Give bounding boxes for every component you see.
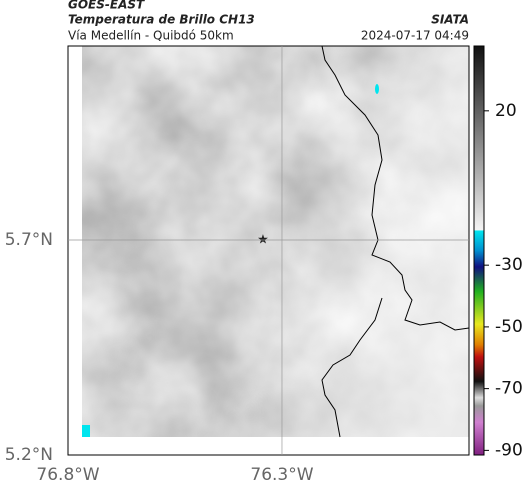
colorbar-tick-label: -30 bbox=[495, 255, 523, 275]
x-tick-label: 76.3°W bbox=[250, 465, 313, 485]
cold-spot bbox=[375, 84, 379, 94]
y-tick-label: 5.2°N bbox=[5, 445, 53, 465]
colorbar-tick-label: -50 bbox=[495, 317, 523, 337]
cold-spot bbox=[82, 425, 90, 437]
map: ★ bbox=[67, 45, 470, 456]
colorbar-tick-label: -90 bbox=[495, 440, 523, 460]
cloud-highlight bbox=[82, 46, 469, 437]
coastline bbox=[321, 45, 470, 331]
colorbar-tick-label: 20 bbox=[495, 101, 517, 121]
colorbar bbox=[473, 45, 485, 456]
satellite: GOES-EAST bbox=[68, 0, 145, 12]
title: Temperatura de Brillo CH13 bbox=[68, 13, 255, 27]
y-tick-label: 5.7°N bbox=[5, 230, 53, 250]
border bbox=[321, 297, 383, 438]
colorbar-scale bbox=[473, 45, 485, 456]
map-frame bbox=[67, 45, 470, 456]
source: SIATA bbox=[431, 13, 469, 27]
colorbar-tick-label: -70 bbox=[495, 379, 523, 399]
x-tick-label: 76.8°W bbox=[36, 465, 99, 485]
timestamp: 2024-07-17 04:49 bbox=[361, 29, 469, 43]
subtitle: Vía Medellín - Quibdó 50km bbox=[68, 29, 234, 43]
